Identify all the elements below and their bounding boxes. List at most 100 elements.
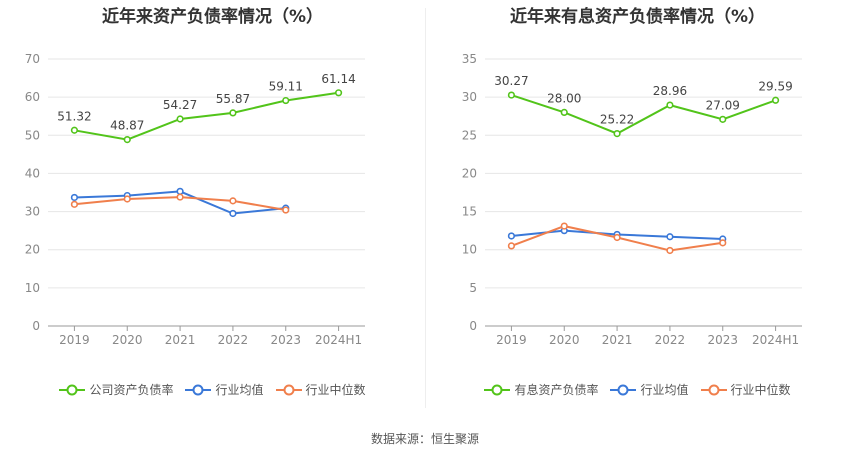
y-tick-label: 10 [25, 281, 40, 295]
data-label: 29.59 [758, 79, 792, 93]
data-point [282, 206, 290, 214]
y-tick-label: 20 [25, 243, 40, 257]
data-point [229, 209, 237, 218]
data-label: 51.32 [57, 109, 91, 123]
data-point [176, 115, 184, 123]
x-tick-label: 2023 [270, 333, 301, 347]
x-tick-label: 2019 [496, 333, 527, 347]
legend-item[interactable]: 有息资产负债率 [484, 381, 598, 398]
data-point [560, 108, 568, 116]
panel-divider [425, 8, 426, 408]
x-tick-label: 2024H1 [315, 333, 362, 347]
data-point [666, 101, 674, 109]
legend-swatch-marker [491, 384, 503, 395]
y-tick-label: 30 [462, 90, 477, 104]
data-point [613, 233, 621, 242]
y-tick-label: 50 [25, 128, 40, 142]
data-source-note: 数据来源：恒生聚源 [370, 432, 479, 446]
data-point [613, 130, 621, 138]
data-label: 54.27 [163, 98, 197, 112]
chart-title-right: 近年来有息资产负债率情况（%） [509, 7, 766, 27]
legend-swatch-marker [617, 384, 629, 395]
legend-item[interactable]: 行业均值 [185, 381, 264, 398]
y-tick-label: 10 [462, 243, 477, 257]
legend-swatch-marker [283, 384, 294, 395]
x-tick-label: 2020 [112, 333, 143, 347]
legend-label: 行业中位数 [305, 383, 366, 397]
chart-legend-left: 公司资产负债率 行业均值 行业中位数 [0, 381, 425, 398]
data-label: 48.87 [110, 119, 144, 133]
legend-label: 公司资产负债率 [89, 383, 174, 397]
y-tick-label: 70 [25, 52, 40, 66]
legend-label: 行业中位数 [730, 383, 791, 397]
legend-swatch-marker [708, 384, 719, 395]
chart-plot-right: 0 5 10 15 20 25 30 35 2019 2020 2021 2022 2023 2024H1… [462, 52, 802, 347]
legend-swatch-icon [484, 384, 511, 395]
chart-panel-left: 近年来资产负债率情况（%） 0 10 20 30 40 50 60 70 2019 2020 202… [0, 0, 425, 420]
legend-swatch-icon [275, 384, 302, 395]
legend-item[interactable]: 行业中位数 [700, 381, 791, 398]
data-label: 55.87 [216, 92, 250, 106]
data-point [70, 193, 79, 202]
x-tick-label: 2021 [165, 333, 196, 347]
x-tick-label: 2021 [602, 333, 633, 347]
legend-item[interactable]: 公司资产负债率 [59, 381, 173, 398]
data-point [70, 126, 79, 134]
data-point [229, 197, 237, 205]
data-point [771, 96, 780, 104]
chart-title-left: 近年来资产负债率情况（%） [101, 7, 324, 27]
legend-swatch-icon [185, 384, 212, 395]
legend-swatch-icon [700, 384, 727, 395]
data-point [719, 115, 727, 123]
data-label: 25.22 [600, 113, 634, 127]
data-point [176, 193, 184, 201]
x-tick-label: 2022 [655, 333, 686, 347]
x-tick-label: 2023 [707, 333, 738, 347]
x-tick-label: 2019 [59, 333, 90, 347]
legend-swatch-marker [192, 384, 204, 395]
y-tick-label: 30 [25, 205, 40, 219]
y-tick-label: 15 [462, 205, 477, 219]
data-point [666, 233, 674, 241]
y-tick-label: 20 [462, 166, 477, 180]
legend-item[interactable]: 行业中位数 [275, 381, 366, 398]
legend-label: 行业均值 [215, 383, 264, 397]
chart-panel-right: 近年来有息资产负债率情况（%） 0 5 10 15 20 25 30 35 2019 2020 20… [425, 0, 850, 420]
y-tick-label: 0 [32, 319, 40, 333]
legend-label: 有息资产负债率 [514, 383, 599, 397]
data-point [507, 242, 516, 250]
data-label: 27.09 [706, 98, 740, 112]
legend-swatch-marker [66, 384, 78, 395]
data-point [123, 135, 131, 144]
legend-label: 行业均值 [640, 383, 689, 397]
legend-item[interactable]: 行业均值 [610, 381, 689, 398]
data-point [123, 195, 131, 203]
y-tick-label: 60 [25, 90, 40, 104]
data-point [666, 246, 674, 255]
legend-swatch-icon [59, 384, 86, 395]
x-tick-label: 2020 [549, 333, 580, 347]
legend-swatch-icon [610, 384, 637, 395]
data-point [507, 91, 516, 99]
data-point [176, 187, 184, 195]
data-label: 59.11 [269, 80, 303, 94]
data-label: 28.96 [653, 84, 687, 98]
chart-plot-left: 0 10 20 30 40 50 60 70 2019 2020 2021 2022 2023 2024H… [25, 52, 365, 347]
x-tick-label: 2024H1 [752, 333, 799, 347]
data-point [719, 239, 727, 247]
y-tick-label: 0 [469, 319, 477, 333]
data-point [229, 109, 237, 117]
data-label: 30.27 [494, 74, 528, 88]
data-point [334, 89, 343, 97]
y-tick-label: 40 [25, 166, 40, 180]
data-point [560, 222, 568, 230]
data-point [507, 232, 516, 240]
x-tick-label: 2022 [218, 333, 249, 347]
data-label: 61.14 [321, 72, 355, 86]
series-line [511, 94, 776, 135]
data-label: 28.00 [547, 91, 581, 105]
y-tick-label: 35 [462, 52, 477, 66]
y-tick-label: 25 [462, 128, 477, 142]
data-point [282, 96, 290, 105]
chart-legend-right: 有息资产负债率 行业均值 行业中位数 [425, 381, 850, 398]
